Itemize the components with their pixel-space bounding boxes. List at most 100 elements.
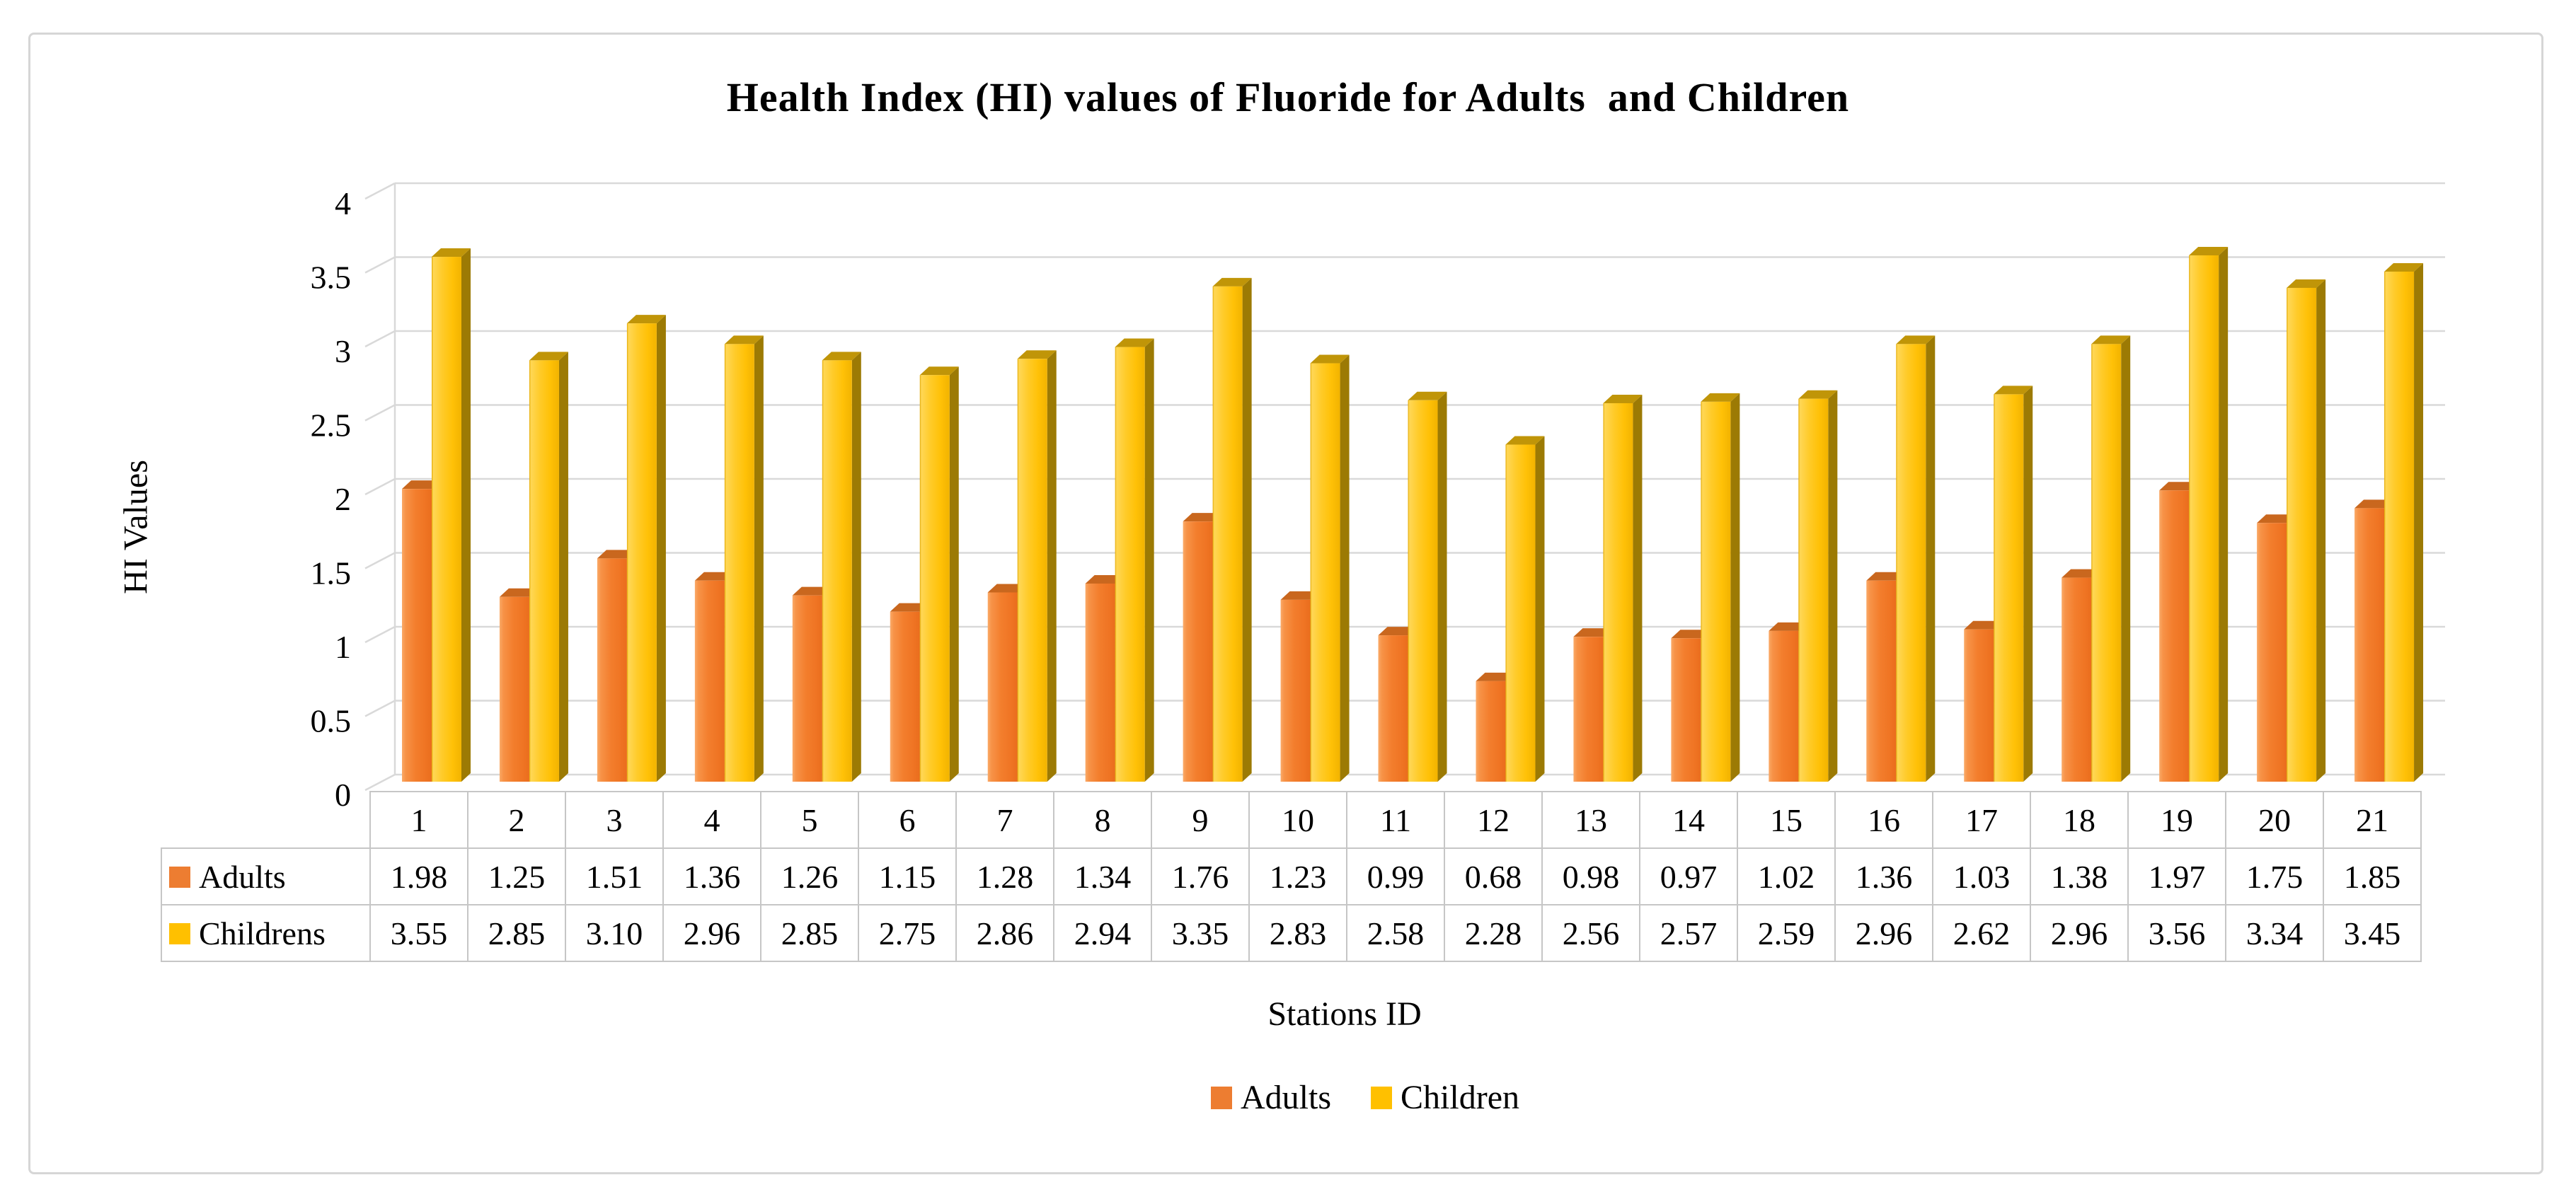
bar-top-adults-station-6 <box>890 603 929 612</box>
legend-label-children: Children <box>1401 1079 1519 1116</box>
adults-value-cell-station-15: 1.02 <box>1737 847 1836 905</box>
adults-value-cell-station-20: 1.75 <box>2225 847 2324 905</box>
adults-value-cell-station-5: 1.26 <box>760 847 859 905</box>
adults-value-cell-station-1: 1.98 <box>369 847 468 905</box>
adults-legend-swatch <box>1211 1086 1232 1109</box>
bar-side-childrens-station-16 <box>1926 335 1936 782</box>
gridline-depth-stub <box>364 182 396 200</box>
bar-adults-station-18 <box>2062 577 2092 782</box>
bar-top-adults-station-19 <box>2159 482 2199 491</box>
legend-item-children: Children <box>1371 1078 1519 1117</box>
bar-childrens-station-21 <box>2384 271 2415 782</box>
childrens-value-cell-station-7: 2.86 <box>955 904 1054 962</box>
gridline-depth-stub <box>364 404 396 422</box>
bar-adults-station-3 <box>597 558 627 782</box>
chart-data-table: 1 2 3 4 5 6 7 8 9 10 11 12 13 14 15 16 17 18 19 20 21 Adults 1… <box>161 791 2422 962</box>
bar-top-adults-station-3 <box>597 550 636 559</box>
bar-top-childrens-station-3 <box>626 315 666 324</box>
bar-top-adults-station-17 <box>1964 620 2003 630</box>
bar-childrens-station-18 <box>2091 344 2122 782</box>
adults-value-cell-station-8: 1.34 <box>1053 847 1152 905</box>
bar-top-adults-station-1 <box>402 480 441 490</box>
bar-top-childrens-station-5 <box>822 352 861 361</box>
bar-top-childrens-station-16 <box>1896 335 1936 345</box>
bar-top-adults-station-14 <box>1671 630 1710 639</box>
bar-side-childrens-station-10 <box>1340 354 1350 782</box>
childrens-value-cell-station-16: 2.96 <box>1834 904 1933 962</box>
gridline-depth-stub <box>364 700 396 717</box>
childrens-table-legend-key <box>169 922 190 944</box>
legend-label-adults: Adults <box>1241 1079 1332 1116</box>
chart-title: Health Index (HI) values of Fluoride for… <box>726 74 1850 120</box>
bar-adults-station-11 <box>1378 635 1408 782</box>
bar-adults-station-2 <box>499 596 529 782</box>
childrens-value-cell-station-10: 2.83 <box>1248 904 1347 962</box>
bar-top-childrens-station-19 <box>2189 246 2229 255</box>
bar-adults-station-21 <box>2354 508 2385 782</box>
bar-top-childrens-station-14 <box>1701 393 1740 402</box>
bar-side-childrens-station-2 <box>558 352 568 782</box>
adults-value-cell-station-17: 1.03 <box>1932 847 2031 905</box>
childrens-value-cell-station-14: 2.57 <box>1639 904 1738 962</box>
bar-childrens-station-15 <box>1798 398 1829 782</box>
bar-top-childrens-station-21 <box>2384 262 2424 272</box>
bar-childrens-station-9 <box>1212 286 1243 782</box>
station-header-cell: 4 <box>662 791 761 849</box>
chart-legend: Adults Children <box>1211 1078 1519 1117</box>
table-corner-cell <box>161 792 371 849</box>
childrens-value-cell-station-3: 3.10 <box>565 904 664 962</box>
bar-side-childrens-station-3 <box>656 315 666 782</box>
bar-childrens-station-16 <box>1896 344 1926 782</box>
bar-side-childrens-station-14 <box>1730 393 1740 782</box>
bar-top-childrens-station-13 <box>1603 394 1643 403</box>
legend-item-adults: Adults <box>1211 1078 1331 1117</box>
y-tick-label: 1.5 <box>311 555 352 591</box>
childrens-value-cell-station-2: 2.85 <box>467 904 566 962</box>
station-header-cell: 3 <box>565 791 664 849</box>
bar-top-childrens-station-4 <box>724 335 764 345</box>
bar-top-childrens-station-2 <box>529 352 568 361</box>
row-label-childrens: Childrens <box>161 904 371 962</box>
bar-top-adults-station-12 <box>1476 672 1515 681</box>
bar-adults-station-12 <box>1476 681 1506 782</box>
bar-side-childrens-station-15 <box>1828 390 1838 782</box>
bar-childrens-station-11 <box>1408 400 1438 782</box>
gridline-depth-stub <box>364 330 396 348</box>
adults-value-cell-station-12: 0.68 <box>1444 847 1543 905</box>
bar-adults-station-10 <box>1280 599 1311 782</box>
bar-side-childrens-station-1 <box>461 248 471 782</box>
childrens-value-cell-station-15: 2.59 <box>1737 904 1836 962</box>
station-header-cell: 11 <box>1346 791 1445 849</box>
y-tick-label: 4 <box>335 185 351 221</box>
bar-side-childrens-station-18 <box>2121 335 2131 782</box>
childrens-value-cell-station-11: 2.58 <box>1346 904 1445 962</box>
bar-adults-station-7 <box>987 592 1018 782</box>
y-tick-label: 0.5 <box>311 703 352 739</box>
station-header-cell: 20 <box>2225 791 2324 849</box>
row-label-adults: Adults <box>161 847 371 905</box>
bar-side-childrens-station-4 <box>754 335 764 782</box>
y-tick-label: 2 <box>335 481 351 517</box>
station-header-cell: 15 <box>1737 791 1836 849</box>
bar-adults-station-14 <box>1671 638 1701 782</box>
bar-childrens-station-14 <box>1701 401 1731 782</box>
adults-value-cell-station-2: 1.25 <box>467 847 566 905</box>
station-header-cell: 19 <box>2127 791 2226 849</box>
bar-top-childrens-station-18 <box>2091 335 2131 345</box>
adults-value-cell-station-21: 1.85 <box>2323 847 2422 905</box>
bar-top-childrens-station-8 <box>1115 338 1154 347</box>
bar-top-adults-station-13 <box>1573 628 1613 637</box>
station-header-cell: 7 <box>955 791 1054 849</box>
station-header-cell: 10 <box>1248 791 1347 849</box>
gridline-depth-stub <box>364 256 396 274</box>
bar-childrens-station-10 <box>1310 363 1340 782</box>
bar-childrens-station-6 <box>919 375 950 782</box>
bar-top-adults-station-18 <box>2062 569 2101 578</box>
adults-value-cell-station-11: 0.99 <box>1346 847 1445 905</box>
y-tick-label: 1 <box>335 629 351 665</box>
bar-side-childrens-station-21 <box>2414 262 2424 782</box>
gridline-depth-stub <box>364 552 396 569</box>
bar-adults-station-19 <box>2159 490 2190 782</box>
childrens-value-cell-station-18: 2.96 <box>2030 904 2129 962</box>
gridline-depth-stub <box>364 773 396 792</box>
